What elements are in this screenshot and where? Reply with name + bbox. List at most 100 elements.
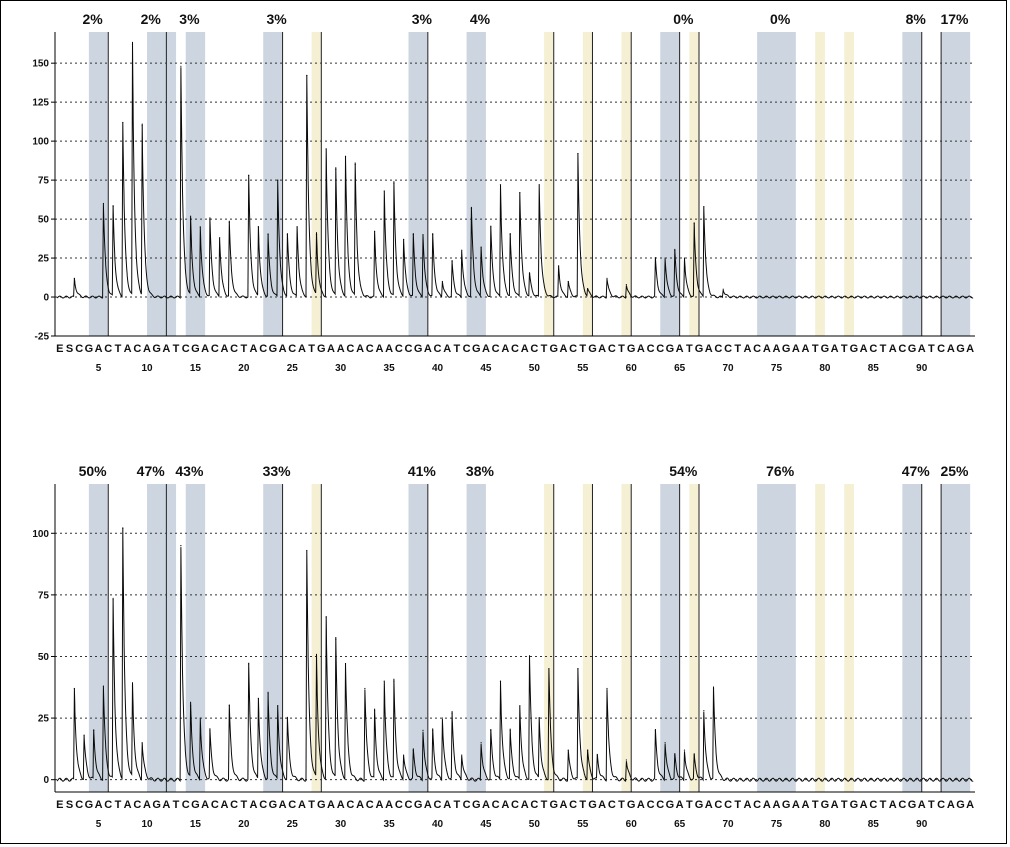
dispensation-letter: T [812,343,819,355]
peak-point [102,685,105,687]
peak-point [451,260,453,262]
peak-point [664,742,666,744]
y-tick-label: 100 [32,529,49,540]
dispensation-letter: T [880,343,887,355]
peak-point [567,749,569,751]
shaded-band [902,32,922,336]
dispensation-letter: G [695,343,704,355]
x-tick-label: 10 [141,363,153,374]
peak-point [722,288,724,290]
dispensation-letter: G [695,799,704,811]
dispensation-letter: A [676,343,684,355]
percent-label: 76% [766,463,795,479]
peak-point [403,238,405,240]
dispensation-letter: G [317,343,326,355]
shaded-band [582,32,593,336]
y-tick-label: 25 [38,714,50,725]
peak-point [519,191,521,194]
dispensation-letter: A [375,799,383,811]
peak-point [122,527,124,529]
dispensation-letter: C [104,343,112,355]
peak-point [683,749,686,751]
dispensation-letter: C [869,343,877,355]
dispensation-letter: G [85,799,94,811]
dispensation-letter: G [85,343,94,355]
dispensation-letter: G [666,343,675,355]
peak-point [490,729,492,731]
dispensation-letter: A [598,799,606,811]
peak-point [480,742,482,744]
dispensation-letter: G [850,343,859,355]
y-tick-label: 75 [38,176,50,187]
shaded-band [311,484,322,792]
dispensation-letter: A [889,343,897,355]
x-tick-label: 80 [819,363,831,374]
x-tick-label: 70 [722,363,734,374]
shaded-band [185,484,206,792]
peak-point [625,759,627,761]
peak-point [393,680,395,682]
percent-label: 3% [179,11,200,27]
signal-trace [56,527,974,783]
peak-point [373,230,376,233]
peak-point [422,234,424,236]
peaks [73,527,715,761]
dispensation-letter: G [956,343,965,355]
dispensation-letter: G [269,799,278,811]
peak-point [693,223,695,225]
peak-point [219,237,221,239]
dispensation-letter: G [588,343,597,355]
x-tick-label: 15 [190,363,202,374]
shaded-bands [88,484,971,792]
peak-point [73,687,75,690]
peak-point [286,234,289,236]
dispensation-letter: C [463,343,471,355]
y-tick-label: 100 [32,137,49,148]
x-tick-label: 30 [335,819,347,830]
shaded-band [941,484,971,792]
dispensation-letter: C [753,799,761,811]
dispensation-letter: A [424,799,432,811]
dispensation-letter: T [579,799,586,811]
dispensation-letter: A [356,343,364,355]
dispensation-letter: A [385,343,393,355]
peak-point [625,283,627,286]
peaks [73,43,724,290]
dispensation-letter: A [95,343,103,355]
dispensation-letter: T [734,343,741,355]
dispensation-letter: C [104,799,112,811]
dispensation-letter: A [792,799,800,811]
peak-point [199,226,201,228]
dispensation-letter: A [124,799,132,811]
dispensation-letter: A [356,799,364,811]
x-tick-label: 25 [287,819,299,830]
peak-point [335,168,337,170]
peak-point [412,234,414,236]
pyrogram-bottom: 0 25 50 75 100 50% 47% 43% 33% 41% 38% 54% 76% 47% 25%… [32,463,975,830]
percent-label: 43% [175,463,204,479]
y-tick-label: 125 [32,98,49,109]
peak-point [490,226,492,228]
peak-point [267,692,269,695]
peak-point [93,729,95,731]
peak-point [577,668,579,670]
dispensation-letter: C [492,343,500,355]
percent-label: 25% [940,463,969,479]
dispensation-letter: T [308,799,315,811]
dispensation-letter: C [230,343,238,355]
dispensation-letter: C [656,343,664,355]
x-tick-label: 60 [626,363,638,374]
dispensation-letter: A [501,799,509,811]
dispensation-letter: G [821,799,830,811]
peak-point [509,729,511,731]
dispensation-letter: C [182,343,190,355]
dispensation-letter: C [647,343,655,355]
dispensation-letter: A [482,343,490,355]
marker-lines [107,484,942,792]
peak-point [131,685,134,687]
peak-point [306,549,308,552]
y-axis: -25 0 25 50 75 100 125 150 [32,32,975,343]
